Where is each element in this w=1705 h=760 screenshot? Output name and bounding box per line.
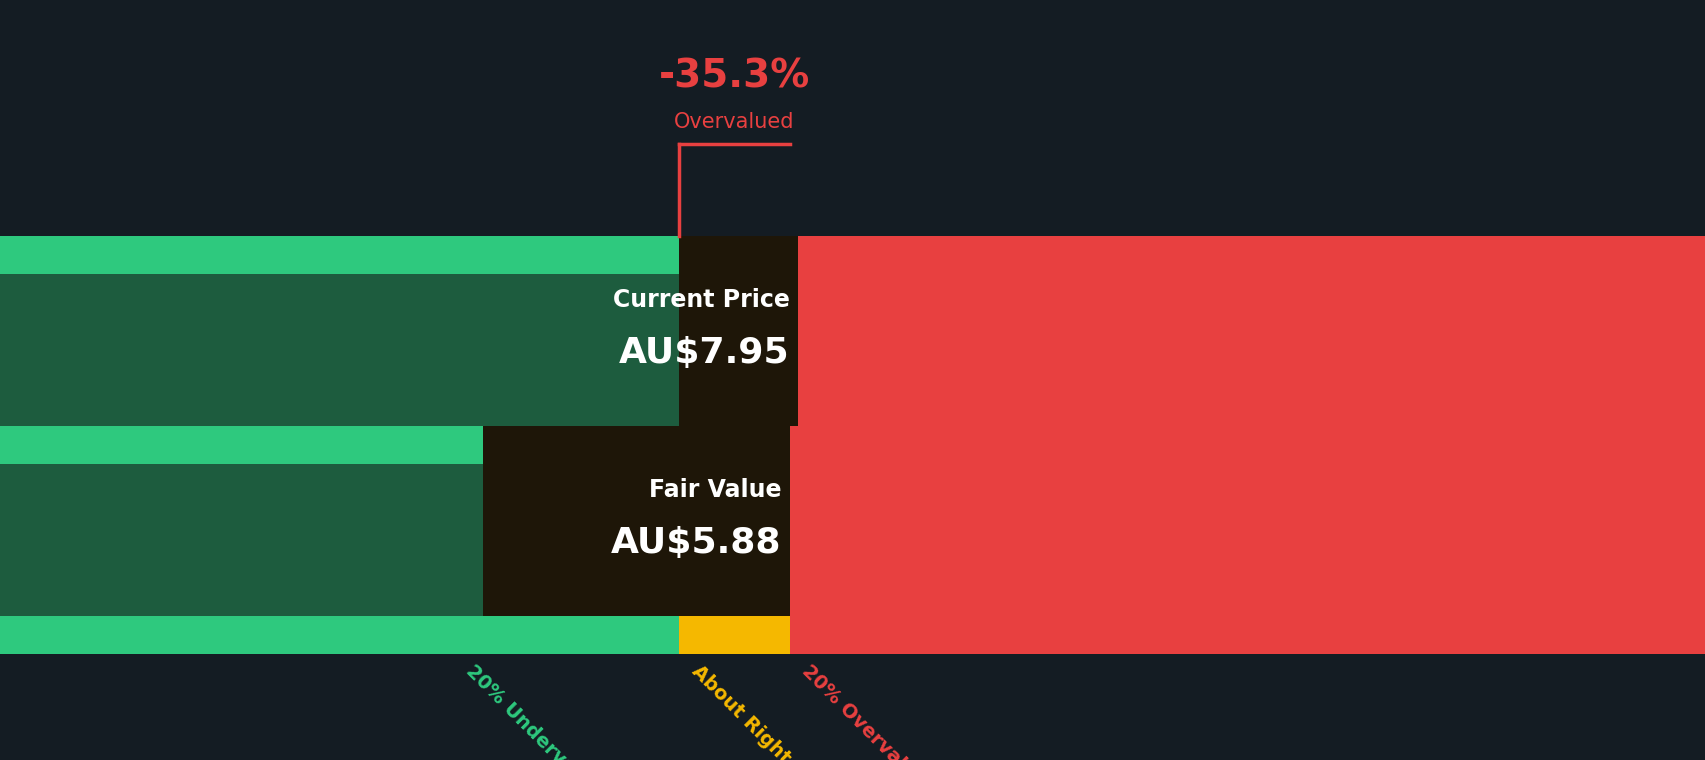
- Bar: [679, 144, 789, 228]
- Text: Overvalued: Overvalued: [673, 112, 795, 131]
- Text: Fair Value: Fair Value: [648, 478, 781, 502]
- Text: 20% Overvalued: 20% Overvalued: [798, 661, 938, 760]
- Bar: [0, 274, 679, 426]
- Text: About Right: About Right: [687, 661, 793, 760]
- Bar: [679, 236, 798, 426]
- Bar: [789, 236, 1705, 274]
- Bar: [789, 426, 1705, 464]
- Text: 20% Undervalued: 20% Undervalued: [462, 661, 612, 760]
- Bar: [679, 616, 789, 654]
- Bar: [0, 464, 679, 616]
- Bar: [679, 274, 789, 426]
- Bar: [0, 616, 679, 654]
- Bar: [483, 426, 789, 616]
- Bar: [679, 464, 789, 616]
- Text: AU$5.88: AU$5.88: [610, 527, 781, 560]
- Bar: [0, 236, 679, 274]
- Text: -35.3%: -35.3%: [658, 57, 810, 95]
- Bar: [679, 426, 789, 464]
- Bar: [789, 616, 1705, 654]
- Text: Current Price: Current Price: [612, 288, 789, 312]
- Bar: [679, 236, 789, 274]
- Bar: [0, 426, 679, 464]
- Text: AU$7.95: AU$7.95: [619, 337, 789, 370]
- Bar: [789, 464, 1705, 616]
- Bar: [789, 274, 1705, 426]
